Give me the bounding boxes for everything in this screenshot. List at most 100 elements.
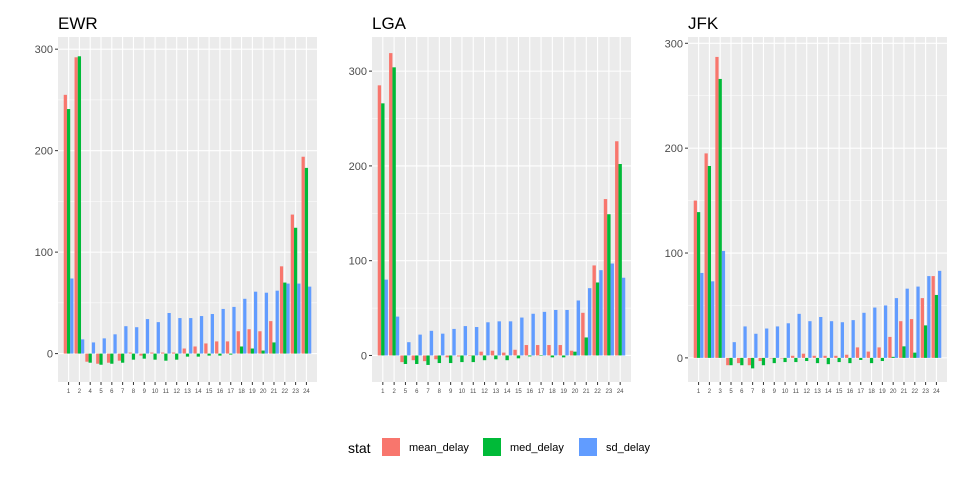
bar-mean-delay-hour-12 <box>801 353 806 358</box>
bar-mean-delay-hour-18 <box>547 345 551 356</box>
bar-med-delay-hour-2 <box>77 56 82 354</box>
bar-mean-delay-hour-23 <box>290 214 294 354</box>
bar-med-delay-hour-16 <box>528 355 532 357</box>
x-tick-label: 15 <box>836 389 843 395</box>
bar-sd-delay-hour-5 <box>102 338 106 354</box>
bar-sd-delay-hour-10 <box>786 323 790 358</box>
x-tick-label: 23 <box>922 389 929 395</box>
x-tick-label: 14 <box>504 389 511 395</box>
bar-mean-delay-hour-2 <box>704 153 708 358</box>
x-axis-jfk: 1 2 3 5 6 7 8 9 10 11 12 13 14 15 16 17 18 19 20 21 22 23 24 <box>697 382 940 395</box>
bar-sd-delay-hour-1 <box>70 278 74 354</box>
bar-sd-delay-hour-21 <box>275 290 279 354</box>
x-tick-label: 20 <box>890 389 897 395</box>
x-tick-label: 2 <box>78 389 82 395</box>
bar-mean-delay-hour-6 <box>411 355 416 361</box>
bar-mean-delay-hour-17 <box>855 347 860 358</box>
x-tick-label: 12 <box>481 389 488 395</box>
bar-mean-delay-hour-1 <box>693 200 697 358</box>
bar-med-delay-hour-20 <box>891 356 895 358</box>
bar-mean-delay-hour-14 <box>823 355 827 358</box>
bar-med-delay-hour-10 <box>153 353 157 360</box>
x-tick-label: 17 <box>227 389 234 395</box>
bar-med-delay-hour-14 <box>826 357 830 365</box>
bar-mean-delay-hour-22 <box>279 266 284 354</box>
bar-med-delay-hour-4 <box>88 353 92 363</box>
bar-med-delay-hour-13 <box>185 353 190 357</box>
x-tick-label: 5 <box>404 389 408 395</box>
bar-mean-delay-hour-11 <box>791 355 795 358</box>
bar-mean-delay-hour-16 <box>845 354 849 358</box>
legend-label-mean-delay: mean_delay <box>409 442 469 454</box>
bar-med-delay-hour-5 <box>729 357 733 366</box>
bar-med-delay-hour-15 <box>207 353 211 356</box>
y-tick-label: 200 <box>665 143 683 155</box>
x-tick-label: 1 <box>67 389 71 395</box>
x-tick-label: 11 <box>163 389 170 395</box>
bar-med-delay-hour-24 <box>304 167 309 354</box>
bar-sd-delay-hour-5 <box>407 342 411 356</box>
bar-sd-delay-hour-20 <box>894 298 899 358</box>
x-tick-label: 15 <box>206 389 213 395</box>
bar-sd-delay-hour-12 <box>178 318 182 354</box>
panel-title-ewr: EWR <box>58 14 98 33</box>
y-axis-ewr: 0 100 200 300 <box>35 44 58 361</box>
bar-sd-delay-hour-21 <box>905 288 909 358</box>
bar-med-delay-hour-1 <box>381 103 385 356</box>
bar-med-delay-hour-10 <box>460 355 464 363</box>
bar-med-delay-hour-17 <box>859 357 863 360</box>
legend-key-mean-delay <box>382 438 400 456</box>
bar-mean-delay-hour-1 <box>377 85 382 356</box>
bar-mean-delay-hour-21 <box>581 312 585 356</box>
y-tick-label: 0 <box>47 349 53 361</box>
bar-mean-delay-hour-13 <box>490 350 495 356</box>
bar-med-delay-hour-12 <box>482 355 487 361</box>
bar-mean-delay-hour-11 <box>468 355 472 356</box>
bar-med-delay-hour-21 <box>584 337 588 356</box>
y-tick-label: 300 <box>35 44 53 56</box>
bar-med-delay-hour-3 <box>718 78 722 358</box>
bar-med-delay-hour-7 <box>426 355 430 365</box>
bar-sd-delay-hour-11 <box>474 327 479 356</box>
bar-mean-delay-hour-22 <box>592 265 596 356</box>
x-tick-label: 17 <box>857 389 864 395</box>
bar-med-delay-hour-8 <box>437 355 442 364</box>
bar-med-delay-hour-10 <box>783 357 787 363</box>
x-tick-label: 20 <box>260 389 267 395</box>
bar-sd-delay-hour-8 <box>441 333 445 356</box>
bar-sd-delay-hour-20 <box>264 292 269 354</box>
y-tick-label: 100 <box>665 248 683 260</box>
bar-med-delay-hour-6 <box>740 357 744 366</box>
x-tick-label: 7 <box>121 389 125 395</box>
bar-sd-delay-hour-21 <box>587 288 592 356</box>
bar-sd-delay-hour-23 <box>610 263 614 356</box>
bar-mean-delay-hour-10 <box>780 357 784 359</box>
bar-sd-delay-hour-7 <box>429 330 434 356</box>
bar-med-delay-hour-11 <box>471 355 475 363</box>
bar-mean-delay-hour-10 <box>456 355 461 357</box>
bar-sd-delay-hour-12 <box>808 321 812 358</box>
x-tick-label: 9 <box>143 389 147 395</box>
bar-mean-delay-hour-18 <box>236 331 240 354</box>
bar-mean-delay-hour-6 <box>736 357 741 364</box>
bar-sd-delay-hour-14 <box>508 321 513 356</box>
bar-med-delay-hour-20 <box>573 351 577 356</box>
bar-med-delay-hour-13 <box>815 357 820 364</box>
bar-sd-delay-hour-15 <box>840 322 844 358</box>
x-tick-label: 2 <box>708 389 712 395</box>
bar-sd-delay-hour-2 <box>395 316 400 356</box>
bar-mean-delay-hour-3 <box>715 56 719 358</box>
bar-med-delay-hour-8 <box>761 357 766 366</box>
y-axis-jfk: 0 100 200 300 <box>665 38 688 365</box>
bar-sd-delay-hour-16 <box>221 308 225 354</box>
x-tick-label: 24 <box>303 389 310 395</box>
x-tick-label: 23 <box>292 389 299 395</box>
bar-med-delay-hour-11 <box>794 357 798 363</box>
x-tick-label: 2 <box>392 389 396 395</box>
x-axis-ewr: 1 2 4 5 6 7 8 9 10 11 12 13 14 15 16 17 18 19 20 21 22 23 24 <box>67 382 310 395</box>
bar-sd-delay-hour-22 <box>286 283 290 354</box>
bar-sd-delay-hour-6 <box>418 334 422 356</box>
bar-sd-delay-hour-19 <box>565 309 569 356</box>
bar-sd-delay-hour-8 <box>765 328 769 358</box>
bars-lga <box>377 53 626 365</box>
